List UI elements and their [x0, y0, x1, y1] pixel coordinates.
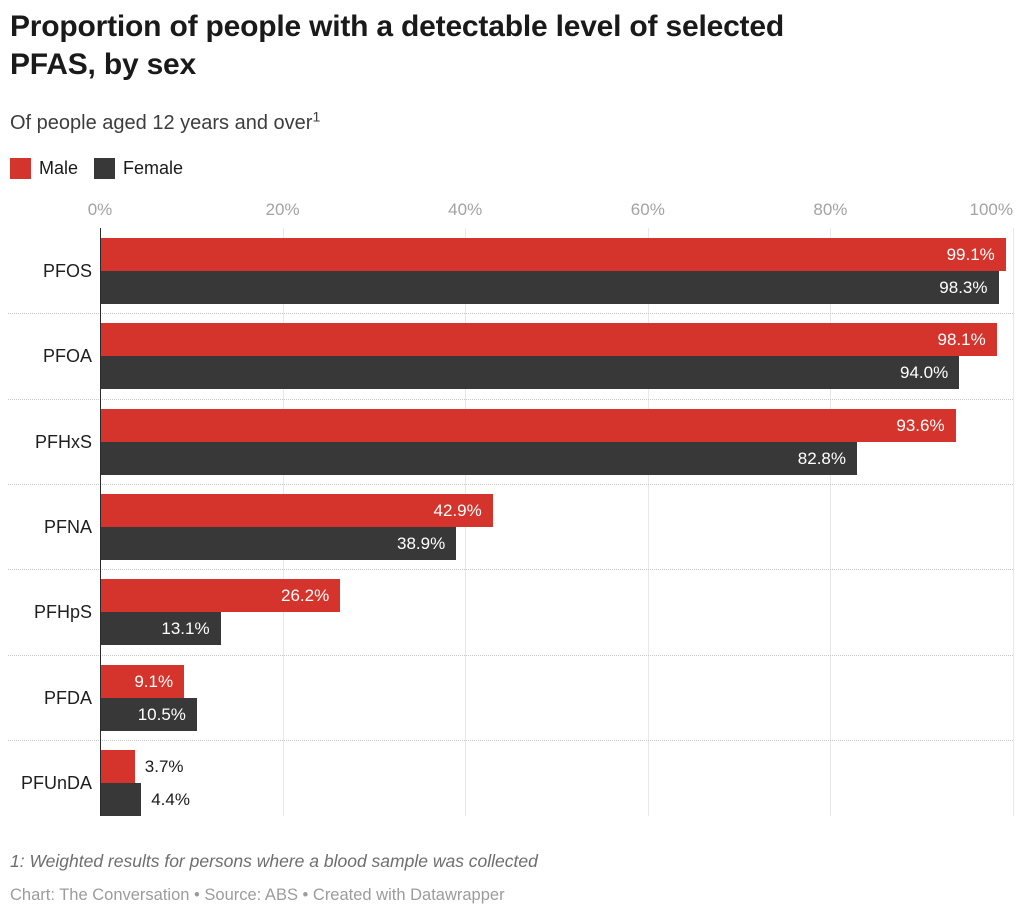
x-axis-tick-label: 0%	[87, 200, 113, 219]
bar-group-pfhps: PFHpS 26.2% 13.1%	[34, 569, 1013, 654]
category-label-pfhps: PFHpS	[33, 601, 92, 622]
category-label-pfda: PFDA	[43, 687, 92, 708]
chart-footnote: 1: Weighted results for persons where a …	[10, 851, 538, 871]
legend: Male Female	[10, 158, 183, 179]
y-axis-line	[100, 228, 101, 816]
legend-swatch-female-icon	[94, 158, 116, 179]
gridline	[830, 228, 832, 816]
bar-female-pfda	[101, 698, 197, 731]
category-label-pfos: PFOS	[42, 260, 92, 281]
bar-male-pfunda	[101, 750, 135, 783]
x-axis-tick-label: 40%	[448, 200, 483, 219]
legend-swatch-male-icon	[10, 158, 31, 179]
chart-title: Proportion of people with a detectable l…	[10, 8, 784, 84]
bar-male-pfhxs	[101, 409, 956, 442]
value-label-male-pfhps: 26.2%	[280, 586, 330, 605]
x-axis: 0% 20% 40% 60% 80% 100%	[88, 200, 1013, 222]
plot-area: PFOS 99.1% 98.3% PFOA 98.1% 94.0% PFHxS 93.6% 82…	[8, 228, 1014, 816]
bar-male-pfhps	[101, 579, 341, 612]
footnote-marker: 1	[312, 108, 321, 125]
value-label-female-pfoa: 94.0%	[899, 363, 949, 382]
value-label-female-pfna: 38.9%	[396, 534, 446, 553]
group-separator	[8, 569, 1013, 570]
value-label-female-pfos: 98.3%	[939, 278, 988, 297]
x-axis-tick-label: 100%	[969, 200, 1013, 219]
group-separator	[8, 740, 1013, 741]
chart-title-line-2: PFAS, by sex	[10, 48, 197, 81]
x-axis-tick-label: 80%	[813, 200, 848, 219]
bar-male-pfna	[101, 494, 493, 527]
category-label-pfna: PFNA	[43, 516, 92, 537]
value-label-female-pfda: 10.5%	[137, 705, 186, 724]
bar-male-pfos	[101, 238, 1006, 271]
legend-item-female: Female	[94, 158, 183, 179]
bar-male-pfda	[101, 665, 185, 698]
chart-credit: Chart: The Conversation • Source: ABS • …	[10, 886, 505, 904]
bar-female-pfna	[101, 527, 457, 560]
value-label-male-pfda: 9.1%	[134, 672, 174, 691]
value-label-female-pfhxs: 82.8%	[797, 449, 846, 468]
chart-title-line-1: Proportion of people with a detectable l…	[10, 10, 784, 43]
legend-label-female: Female	[123, 158, 184, 178]
category-label-pfhxs: PFHxS	[34, 431, 92, 452]
group-separator	[8, 313, 1013, 314]
gridline	[1013, 228, 1014, 816]
legend-item-male: Male	[10, 158, 78, 179]
bar-group-pfunda: PFUnDA 3.7% 4.4%	[21, 740, 1013, 825]
category-label-pfoa: PFOA	[42, 345, 92, 366]
bar-female-pfoa	[101, 356, 960, 389]
group-separator	[8, 399, 1013, 400]
value-label-male-pfos: 99.1%	[946, 245, 995, 264]
chart-subtitle: Of people aged 12 years and over1	[10, 108, 321, 135]
value-label-male-pfunda: 3.7%	[144, 757, 184, 776]
chart-subtitle-text: Of people aged 12 years and over	[10, 112, 313, 134]
value-label-male-pfoa: 98.1%	[937, 330, 986, 349]
bar-female-pfhxs	[101, 442, 857, 475]
bar-female-pfos	[101, 271, 999, 304]
value-label-male-pfhxs: 93.6%	[896, 416, 945, 435]
category-label-pfunda: PFUnDA	[20, 772, 92, 793]
bar-female-pfhps	[101, 612, 221, 645]
bar-male-pfoa	[101, 323, 997, 356]
value-label-male-pfna: 42.9%	[433, 501, 482, 520]
gridline	[647, 228, 649, 816]
group-separator	[8, 484, 1013, 485]
bar-female-pfunda	[101, 783, 142, 816]
bar-group-pfda: PFDA 9.1% 10.5%	[44, 655, 1013, 740]
x-axis-tick-label: 20%	[265, 200, 300, 219]
value-label-female-pfunda: 4.4%	[151, 790, 190, 809]
value-label-female-pfhps: 13.1%	[161, 619, 210, 638]
bar-group-pfoa: PFOA 98.1% 94.0%	[43, 313, 1013, 398]
bar-group-pfna: PFNA 42.9% 38.9%	[44, 484, 1013, 569]
group-separator	[8, 655, 1013, 656]
bar-group-pfhxs: PFHxS 93.6% 82.8%	[35, 399, 1013, 484]
x-axis-tick-label: 60%	[630, 200, 665, 219]
bar-group-pfos: PFOS 99.1% 98.3%	[43, 228, 1013, 313]
legend-label-male: Male	[39, 158, 79, 178]
